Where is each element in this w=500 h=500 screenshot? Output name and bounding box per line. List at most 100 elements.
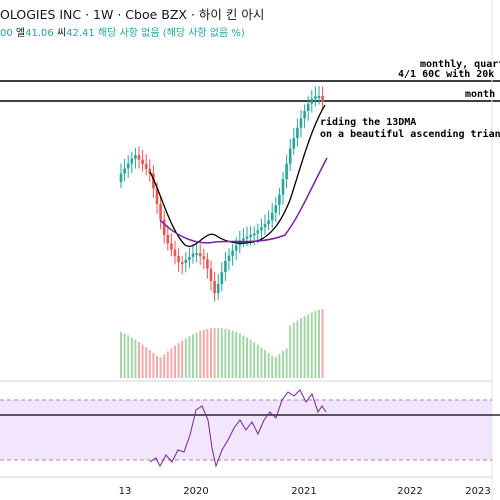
candle [299,118,303,128]
volume-bar [199,331,202,378]
candle [314,96,317,99]
candle [191,253,195,257]
x-axis-label: 2022 [397,486,422,497]
volume-bar [289,325,292,378]
annotation: monthly, quart [420,59,500,70]
volume-bar [181,340,184,378]
candle [159,203,162,220]
volume-bar [228,329,230,378]
candle [310,98,314,104]
x-axis-label: 2023 [465,486,490,497]
candle [155,188,159,204]
candle [177,256,180,263]
candle [170,243,173,250]
volume-bar [242,335,245,378]
ma-long [159,157,328,244]
x-axis-label: 13 [119,486,132,497]
volume-bar [138,341,140,378]
x-axis-label: 2021 [291,486,316,497]
symbol-title: OLOGIES INC · 1W · Cboe BZX · 하이 킨 아시 [0,7,264,22]
candle [213,280,216,294]
candle [209,268,213,281]
volume-bar [156,355,158,378]
candle [180,262,184,265]
candle [224,260,227,273]
candle [317,96,321,99]
candle [144,164,148,169]
candle [278,194,281,206]
volume-bar [184,338,187,378]
volume-bar [120,331,122,378]
volume-bar [127,335,130,378]
volume-bar [314,311,317,378]
candle [173,249,177,257]
volume-bar [170,348,173,378]
volume-bar [166,351,169,378]
candle [242,238,245,241]
candle [292,138,296,149]
candle [231,250,234,256]
quote-line: 00 엘41.06 씨42.41 해당 사항 없음 (해당 사항 없음 %) [0,26,245,39]
candle [227,255,231,261]
volume-bar [310,312,313,378]
candle [166,234,170,244]
volume-bar [188,336,191,378]
quote-open: 00 [0,28,13,39]
volume-bar [249,339,252,378]
volume-bar [285,348,288,378]
candle [285,163,288,180]
volume-bar [267,353,270,378]
candle [321,96,324,102]
quote-close: 42.41 [66,28,95,39]
volume-bar [123,333,126,378]
volume-bar [217,328,220,378]
quote-change: 해당 사항 없음 (해당 사항 없음 %) [98,26,245,39]
candle [263,224,267,228]
candle [245,236,249,239]
x-axis-label: 2020 [183,486,208,497]
volume-bar [307,314,310,378]
candle [148,168,152,174]
volume-bar [282,351,284,378]
volume-bar [141,344,144,378]
candle [130,158,134,164]
candle [296,127,299,139]
volume-bar [303,316,306,378]
volume-bar [195,332,198,378]
volume-bar [278,354,281,378]
volume-bar [224,328,227,378]
candle [260,227,263,231]
candle [202,256,206,260]
candle [126,163,130,169]
candle [303,111,306,119]
candle [220,272,224,285]
volume-bar [152,352,155,378]
candle [195,253,198,256]
annotation: on a beautiful ascending triangle p [320,128,500,140]
candle [281,179,285,195]
candle [137,155,141,160]
candle [198,253,202,257]
volume-bar [192,334,194,378]
candle [123,168,126,174]
candle [119,173,123,182]
volume-bar [260,347,263,378]
volume [120,308,324,378]
volume-bar [159,357,162,378]
volume-bar [163,354,166,378]
volume-bar [246,337,248,378]
candle [216,284,220,294]
candle [141,159,144,165]
volume-bar [206,329,209,378]
volume-bar [231,330,234,378]
candle [134,155,137,159]
candle [184,259,188,263]
candle [288,148,292,164]
volume-bar [202,329,205,378]
volume-bar [174,345,176,378]
candle [270,212,274,221]
candle [152,173,155,189]
candle [267,220,270,225]
volume-bar [238,333,241,378]
